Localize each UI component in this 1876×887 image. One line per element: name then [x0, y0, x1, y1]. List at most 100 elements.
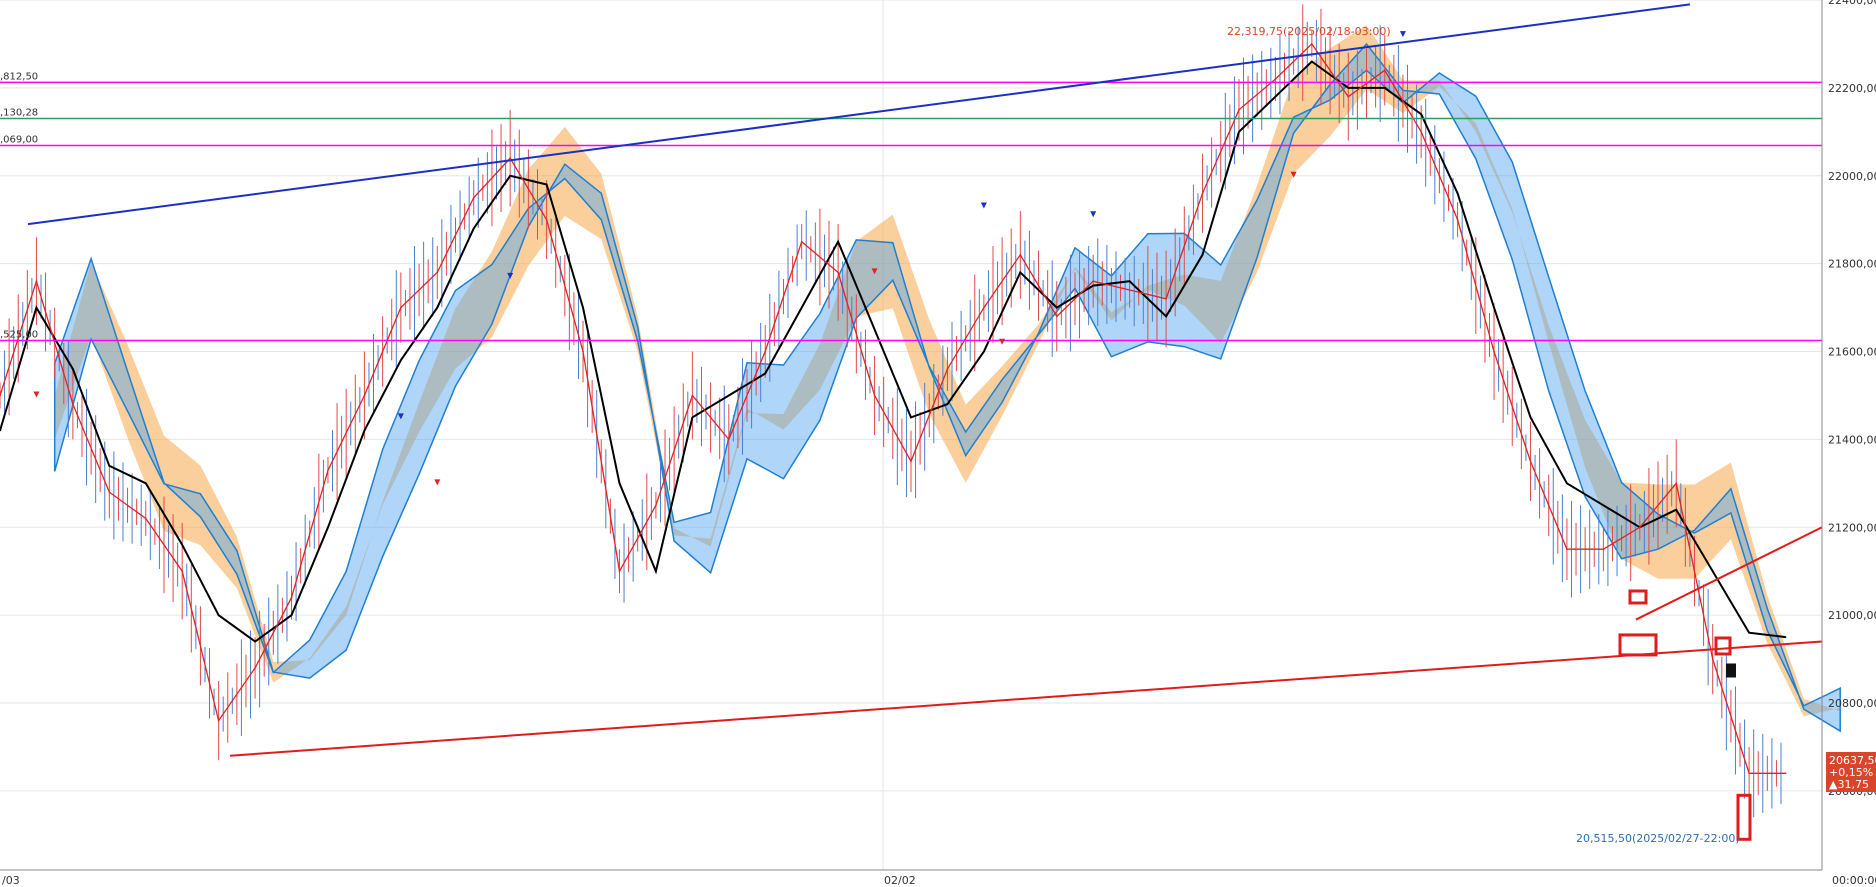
- series-point: [1201, 192, 1204, 195]
- y-tick-label: 22400,00: [1828, 0, 1876, 7]
- series-point: [618, 570, 621, 573]
- series-point: [1493, 350, 1495, 353]
- series-point: [1529, 460, 1532, 463]
- series-point: [1784, 636, 1787, 638]
- y-tick-label: 22200,00: [1828, 82, 1876, 95]
- series-point: [436, 271, 439, 274]
- series-point: [108, 464, 111, 467]
- series-point: [1238, 109, 1240, 111]
- series-point: [1602, 504, 1605, 507]
- series-point: [1675, 482, 1678, 485]
- series-point: [1201, 254, 1204, 256]
- series-point: [1019, 254, 1022, 256]
- series-point: [582, 350, 584, 353]
- y-tick-label: 21000,00: [1828, 609, 1876, 622]
- trendlines: [27, 3, 1823, 757]
- series-point: [1602, 548, 1605, 551]
- series-point: [545, 183, 548, 186]
- series-point: [1784, 772, 1787, 775]
- series-point: [1274, 78, 1277, 80]
- short-trend-line: [1635, 526, 1823, 621]
- series-point: [1748, 631, 1750, 634]
- highlight-box: [1618, 633, 1658, 657]
- highlight-boxes: [1618, 589, 1752, 841]
- x-tick-label: 00:00:00: [1832, 874, 1876, 887]
- series-point: [144, 517, 147, 520]
- horizontal-levels: ,812,50 ,130,28 ,069,00 ,525,00: [0, 71, 1822, 342]
- series-point: [691, 394, 694, 397]
- series-point: [35, 306, 38, 309]
- series-point: [1347, 95, 1350, 98]
- series-point: [1493, 306, 1495, 309]
- series-point: [1128, 280, 1131, 283]
- series-point: [545, 218, 548, 221]
- low-annotation: 20,515,50(2025/02/27-22:00): [1576, 832, 1740, 845]
- series-point: [655, 504, 657, 507]
- series-point: [1456, 218, 1459, 221]
- series-point: [472, 196, 475, 199]
- series-point: [400, 359, 402, 362]
- y-tick-label: 21400,00: [1828, 433, 1876, 446]
- series-point: [691, 416, 694, 419]
- last-change: ▲31,75: [1829, 778, 1869, 791]
- x-tick-label: 02/02: [884, 874, 916, 887]
- series-point: [1675, 508, 1678, 511]
- series-point: [35, 280, 38, 283]
- series-point: [946, 403, 949, 406]
- signal-arrow: [1399, 31, 1406, 38]
- series-point: [217, 719, 220, 722]
- series-point: [983, 306, 985, 309]
- series-point: [1128, 289, 1131, 291]
- annotations: 22,319,75(2025/02/18-03:00) 20,515,50(20…: [1227, 25, 1740, 845]
- series-point: [181, 544, 183, 546]
- series-point: [837, 240, 839, 243]
- series-point: [1311, 60, 1313, 63]
- high-annotation: 22,319,75(2025/02/18-03:00): [1227, 25, 1391, 38]
- level-label: ,069,00: [0, 134, 38, 145]
- series-point: [0, 394, 1, 397]
- x-axis: /03 02/02 00:00:00: [0, 869, 1876, 887]
- series-point: [509, 157, 511, 159]
- level-label: ,130,28: [0, 108, 38, 119]
- series-point: [946, 368, 949, 370]
- series-point: [1311, 43, 1313, 45]
- series-point: [837, 271, 839, 274]
- series-point: [509, 174, 511, 177]
- series-point: [1092, 280, 1094, 283]
- series-point: [1347, 87, 1350, 89]
- last-price-box: [1826, 752, 1876, 792]
- last-change-pct: +0,15%: [1829, 766, 1873, 779]
- y-axis: 22400,00 22200,00 22000,00 21800,00 21600,00…: [1821, 0, 1876, 870]
- signal-arrow: [980, 202, 987, 209]
- series-line-0: [0, 60, 1786, 643]
- signal-markers: [33, 31, 1406, 486]
- series-point: [983, 350, 985, 353]
- series-point: [363, 429, 366, 432]
- series-point: [1274, 95, 1277, 98]
- series-point: [108, 491, 111, 493]
- series-point: [363, 394, 366, 397]
- series-point: [254, 667, 256, 669]
- series-point: [72, 403, 74, 406]
- signal-arrow: [434, 479, 441, 486]
- signal-arrow: [507, 272, 514, 279]
- series-point: [254, 640, 256, 643]
- signal-arrow: [999, 338, 1006, 345]
- highlight-box: [1628, 589, 1648, 605]
- series-point: [910, 416, 912, 419]
- series-point: [1420, 131, 1422, 133]
- series-point: [144, 482, 147, 485]
- series-point: [181, 570, 183, 573]
- series-point: [72, 368, 74, 370]
- series-point: [655, 570, 657, 573]
- series-point: [0, 429, 1, 432]
- signal-arrow: [871, 268, 878, 275]
- series-point: [290, 614, 293, 616]
- series-point: [217, 614, 220, 616]
- series-point: [400, 306, 402, 309]
- series-point: [800, 240, 803, 243]
- series-point: [1456, 192, 1459, 195]
- current-marker: [1726, 663, 1736, 678]
- series-point: [728, 394, 730, 397]
